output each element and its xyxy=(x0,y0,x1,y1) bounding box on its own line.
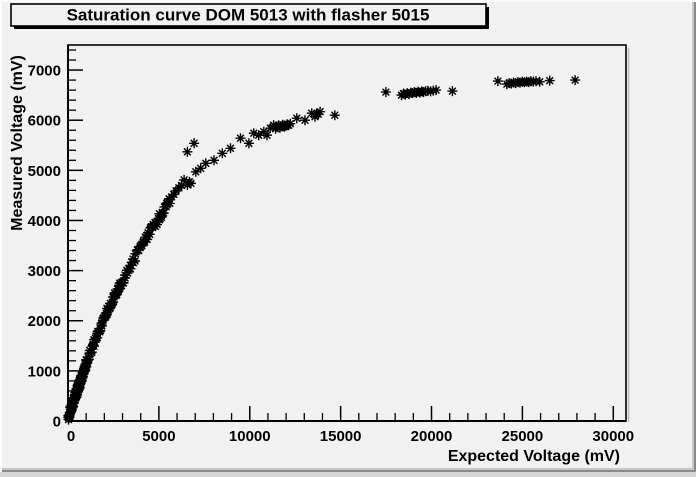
x-tick-label: 15000 xyxy=(320,428,362,445)
data-point-marker xyxy=(96,320,107,331)
data-point-marker xyxy=(83,354,94,365)
data-point-marker xyxy=(122,268,133,278)
data-point-marker xyxy=(195,163,206,174)
data-point-marker xyxy=(176,180,187,191)
x-tick-label: 20000 xyxy=(411,428,453,445)
data-point-marker xyxy=(95,325,105,336)
data-point-marker xyxy=(86,347,97,358)
data-point-marker xyxy=(74,382,85,393)
data-point-marker xyxy=(158,208,169,218)
x-axis-title: Expected Voltage (mV) xyxy=(448,448,620,465)
data-point-marker xyxy=(182,179,193,190)
data-point-marker xyxy=(248,128,259,139)
data-point-marker xyxy=(291,113,302,124)
x-tick-label: 10000 xyxy=(229,428,271,445)
y-tick-label: 4000 xyxy=(28,213,61,230)
axis-ticks xyxy=(67,49,615,422)
data-point-marker xyxy=(544,75,555,86)
data-point-marker xyxy=(418,87,429,98)
data-point-marker xyxy=(315,106,326,117)
title-box-frame xyxy=(10,3,487,27)
x-tick-label: 0 xyxy=(67,428,75,445)
data-point-marker xyxy=(66,404,77,415)
data-point-marker xyxy=(168,189,179,200)
frame-background xyxy=(68,45,626,421)
y-tick-label: 1000 xyxy=(28,363,61,380)
title-box: Saturation curve DOM 5013 with flasher 5… xyxy=(10,3,489,29)
axis-tick-labels: 0 5000 10000 15000 20000 25000 30000 0 1000 2000 3… xyxy=(28,63,635,445)
data-point-marker xyxy=(235,133,246,144)
data-point-marker xyxy=(130,256,140,266)
data-point-marker xyxy=(68,401,78,412)
x-tick-label: 25000 xyxy=(502,428,544,445)
y-tick-label: 3000 xyxy=(28,263,61,280)
data-point-marker xyxy=(118,278,129,288)
data-point-marker xyxy=(156,212,167,223)
y-tick-label: 0 xyxy=(53,414,61,431)
data-point-marker xyxy=(217,148,228,159)
data-point-marker xyxy=(380,87,391,98)
data-point-marker xyxy=(130,248,141,259)
y-tick-label: 5000 xyxy=(28,163,61,180)
data-point-marker xyxy=(431,85,442,96)
data-point-marker xyxy=(225,143,236,154)
data-point-marker xyxy=(200,158,211,169)
chart-title: Saturation curve DOM 5013 with flasher 5… xyxy=(67,6,430,25)
data-point-marker xyxy=(185,178,196,189)
data-point-marker xyxy=(209,155,219,166)
data-point-marker xyxy=(285,118,296,129)
data-point-marker xyxy=(262,130,272,141)
data-point-marker xyxy=(89,337,100,348)
data-point-marker xyxy=(179,174,190,185)
data-point-marker xyxy=(189,138,200,149)
data-point-marker xyxy=(492,76,503,87)
data-point-marker xyxy=(253,130,264,141)
y-axis-title: Measured Voltage (mV) xyxy=(9,55,26,231)
data-point-marker xyxy=(120,273,131,283)
data-point-marker xyxy=(190,166,201,177)
data-point-marker xyxy=(125,263,136,274)
data-point-marker xyxy=(570,75,581,86)
data-point-marker xyxy=(152,219,162,230)
data-point-marker xyxy=(531,76,541,87)
data-point-marker xyxy=(164,198,175,209)
data-points xyxy=(63,75,581,425)
data-point-marker xyxy=(425,86,436,97)
y-tick-label: 2000 xyxy=(28,313,61,330)
data-point-marker xyxy=(144,229,155,240)
data-point-marker xyxy=(447,86,458,97)
data-point-marker xyxy=(111,289,122,300)
data-point-marker xyxy=(329,110,340,121)
data-point-marker xyxy=(133,245,144,256)
data-point-marker xyxy=(182,146,193,157)
data-point-marker xyxy=(300,115,310,126)
x-tick-label: 5000 xyxy=(142,428,175,445)
data-point-marker xyxy=(243,138,254,149)
x-tick-label: 30000 xyxy=(592,428,634,445)
y-tick-label: 6000 xyxy=(28,113,61,130)
data-point-marker xyxy=(142,234,153,245)
data-point-marker xyxy=(108,297,119,308)
plot-frame xyxy=(67,44,630,422)
y-tick-label: 7000 xyxy=(28,63,61,80)
data-point-marker xyxy=(534,76,545,87)
